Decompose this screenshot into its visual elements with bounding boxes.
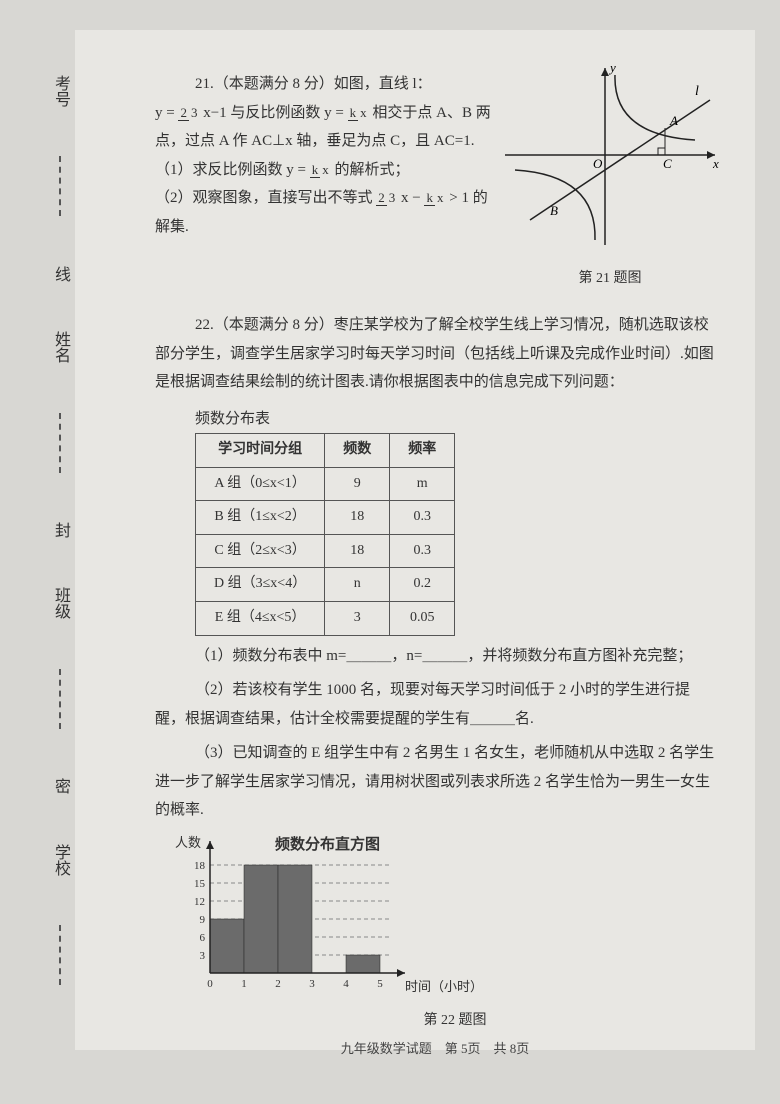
col-header: 学习时间分组 xyxy=(196,434,325,468)
q22-header: 22.（本题满分 8 分）枣庄某学校为了解全校学生线上学习情况，随机选取该校部分… xyxy=(155,311,715,397)
page: 21.（本题满分 8 分）如图，直线 l： y = 23 x−1 与反比例函数 … xyxy=(75,30,755,1050)
svg-text:6: 6 xyxy=(200,932,206,944)
label-y: y xyxy=(608,60,616,75)
freq-table-title: 频数分布表 xyxy=(195,405,715,434)
margin-mark: 封 xyxy=(48,522,72,538)
margin-dash xyxy=(59,156,61,216)
page-footer: 九年级数学试题 第 5页 共 8页 xyxy=(155,1038,715,1057)
margin-dash xyxy=(59,413,61,473)
right-angle-icon xyxy=(658,148,665,155)
label-o: O xyxy=(593,156,603,171)
margin-label: 考号 xyxy=(48,75,72,107)
hist-xlabel: 时间（小时） xyxy=(405,975,483,1000)
q21-sub1: （1）求反比例函数 y = kx 的解析式； xyxy=(155,156,515,185)
frequency-table: 学习时间分组 频数 频率 A 组（0≤x<1）9m B 组（1≤x<2）180.… xyxy=(195,433,455,636)
q22-sub3: （3）已知调查的 E 组学生中有 2 名男生 1 名女生，老师随机从中选取 2 … xyxy=(155,739,715,825)
q22-sub2: （2）若该校有学生 1000 名，现要对每天学习时间低于 2 小时的学生进行提醒… xyxy=(155,676,715,733)
svg-text:12: 12 xyxy=(194,896,205,908)
hist-title: 频数分布直方图 xyxy=(275,831,380,860)
table-row: E 组（4≤x<5）30.05 xyxy=(196,601,455,635)
label-c: C xyxy=(663,156,672,171)
svg-text:9: 9 xyxy=(200,914,206,926)
svg-text:1: 1 xyxy=(241,978,247,988)
fraction: 23 xyxy=(376,191,397,205)
graph-svg: l y x O A C B xyxy=(495,60,725,250)
svg-text:15: 15 xyxy=(194,878,206,890)
label-l: l xyxy=(695,84,699,99)
figure-22-caption: 第 22 题图 xyxy=(195,1008,715,1035)
question-22: 22.（本题满分 8 分）枣庄某学校为了解全校学生线上学习情况，随机选取该校部分… xyxy=(155,311,715,1034)
figure-21: l y x O A C B 第 21 题图 xyxy=(495,60,725,275)
fraction: kx xyxy=(310,163,331,177)
margin-dash xyxy=(59,669,61,729)
margin-dash xyxy=(59,925,61,985)
question-21: 21.（本题满分 8 分）如图，直线 l： y = 23 x−1 与反比例函数 … xyxy=(155,70,715,241)
svg-text:5: 5 xyxy=(377,978,383,988)
margin-mark: 密 xyxy=(48,778,72,794)
table-header-row: 学习时间分组 频数 频率 xyxy=(196,434,455,468)
margin-label: 班级 xyxy=(48,587,72,619)
q21-line1: y = 23 x−1 与反比例函数 y = kx 相交于点 A、B 两 xyxy=(155,99,515,128)
col-header: 频数 xyxy=(325,434,390,468)
label-x: x xyxy=(712,156,719,171)
svg-text:3: 3 xyxy=(200,950,206,962)
hyperbola-branch xyxy=(615,75,695,140)
q21-header: 21.（本题满分 8 分）如图，直线 l： xyxy=(155,70,515,99)
svg-text:18: 18 xyxy=(194,860,206,872)
fraction: kx xyxy=(348,106,369,120)
margin-label: 姓名 xyxy=(48,331,72,363)
col-header: 频率 xyxy=(390,434,455,468)
table-row: A 组（0≤x<1）9m xyxy=(196,467,455,501)
arrow-icon xyxy=(601,68,609,76)
q22-sub1: （1）频数分布表中 m=＿＿＿，n=＿＿＿，并将频数分布直方图补充完整； xyxy=(155,642,715,671)
fraction: 23 xyxy=(178,106,199,120)
margin-column: 考号 线 姓名 封 班级 密 学校 xyxy=(45,50,75,1010)
q21-sub2-end: 解集. xyxy=(155,213,515,242)
label-b: B xyxy=(550,203,558,218)
hist-ylabel: 人数 xyxy=(175,831,201,856)
label-a: A xyxy=(669,113,678,128)
table-row: B 组（1≤x<2）180.3 xyxy=(196,501,455,535)
fraction: kx xyxy=(424,191,445,205)
q21-line2: 点，过点 A 作 AC⊥x 轴，垂足为点 C，且 AC=1. xyxy=(155,127,515,156)
svg-text:3: 3 xyxy=(309,978,315,988)
svg-text:4: 4 xyxy=(343,978,349,988)
q21-sub2: （2）观察图象，直接写出不等式 23 x − kx > 1 的 xyxy=(155,184,515,213)
histogram: 人数 频数分布直方图 369121518012345 时间（小时） xyxy=(175,833,505,1008)
line-l xyxy=(530,100,710,220)
svg-text:2: 2 xyxy=(275,978,281,988)
figure-21-caption: 第 21 题图 xyxy=(495,266,725,293)
svg-text:0: 0 xyxy=(207,978,213,988)
table-row: C 组（2≤x<3）180.3 xyxy=(196,534,455,568)
table-row: D 组（3≤x<4）n0.2 xyxy=(196,568,455,602)
margin-mark: 线 xyxy=(48,266,72,282)
margin-label: 学校 xyxy=(48,844,72,876)
